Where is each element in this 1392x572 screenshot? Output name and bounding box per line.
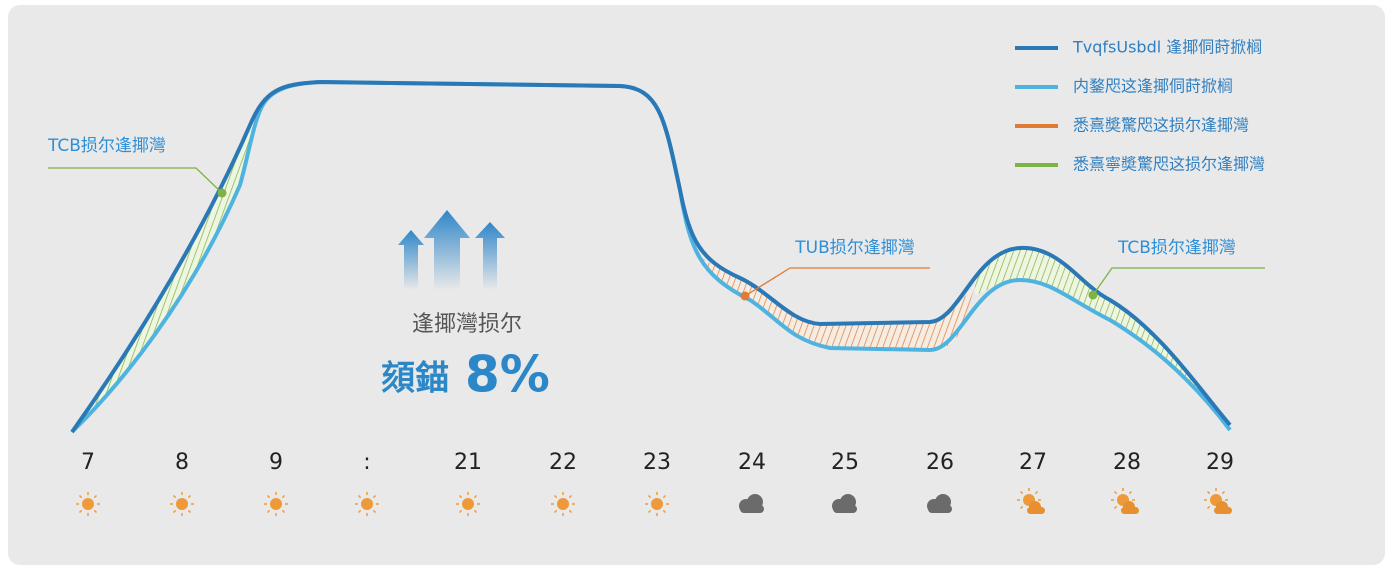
- sun: [270, 498, 282, 510]
- cloud: [928, 505, 952, 513]
- page: TCB损尔逢揶灣 TUB损尔逢揶灣 TCB损尔逢揶灣 逢揶灣损尔 頦錨 8% T…: [0, 0, 1392, 572]
- center-prefix: 頦錨: [381, 359, 449, 399]
- center-label: 逢揶灣损尔: [412, 312, 522, 337]
- dot: [741, 292, 750, 301]
- x-label: 29: [1206, 450, 1234, 475]
- x-label: 25: [831, 450, 859, 475]
- sun: [651, 498, 663, 510]
- chart: TCB损尔逢揶灣 TUB损尔逢揶灣 TCB损尔逢揶灣 逢揶灣损尔 頦錨 8% T…: [0, 0, 1392, 572]
- x-label: 7: [81, 450, 95, 475]
- legend-label: TvqfsUsbdl 逢揶侗莳掀榈: [1072, 38, 1262, 57]
- x-label: 21: [454, 450, 482, 475]
- annotation: TUB损尔逢揶灣: [794, 238, 915, 258]
- x-label: 22: [549, 450, 577, 475]
- x-label: 8: [175, 450, 189, 475]
- legend-label: 内鍪咫这逢揶侗莳掀榈: [1073, 77, 1233, 96]
- x-label: :: [363, 450, 370, 475]
- x-label: 27: [1019, 450, 1047, 475]
- dot: [218, 189, 227, 198]
- legend-label: 悉熹奬驚咫这损尔逢揶灣: [1073, 116, 1249, 135]
- annotation: TCB损尔逢揶灣: [47, 136, 166, 156]
- sun: [557, 498, 569, 510]
- sun: [176, 498, 188, 510]
- annotation: TCB损尔逢揶灣: [1117, 238, 1236, 258]
- legend-label: 悉熹寧奬驚咫这损尔逢揶灣: [1073, 155, 1265, 174]
- cloud: [1121, 507, 1139, 514]
- x-label: 24: [738, 450, 766, 475]
- cloud: [1027, 507, 1045, 514]
- cloud: [1214, 507, 1232, 514]
- sun: [462, 498, 474, 510]
- dot: [1089, 291, 1098, 300]
- x-label: 26: [926, 450, 954, 475]
- cloud: [833, 505, 857, 513]
- x-label: 28: [1113, 450, 1141, 475]
- x-label: 9: [269, 450, 283, 475]
- x-label: 23: [643, 450, 671, 475]
- sun: [82, 498, 94, 510]
- center-value: 8%: [465, 346, 550, 404]
- sun: [361, 498, 373, 510]
- cloud: [740, 505, 764, 513]
